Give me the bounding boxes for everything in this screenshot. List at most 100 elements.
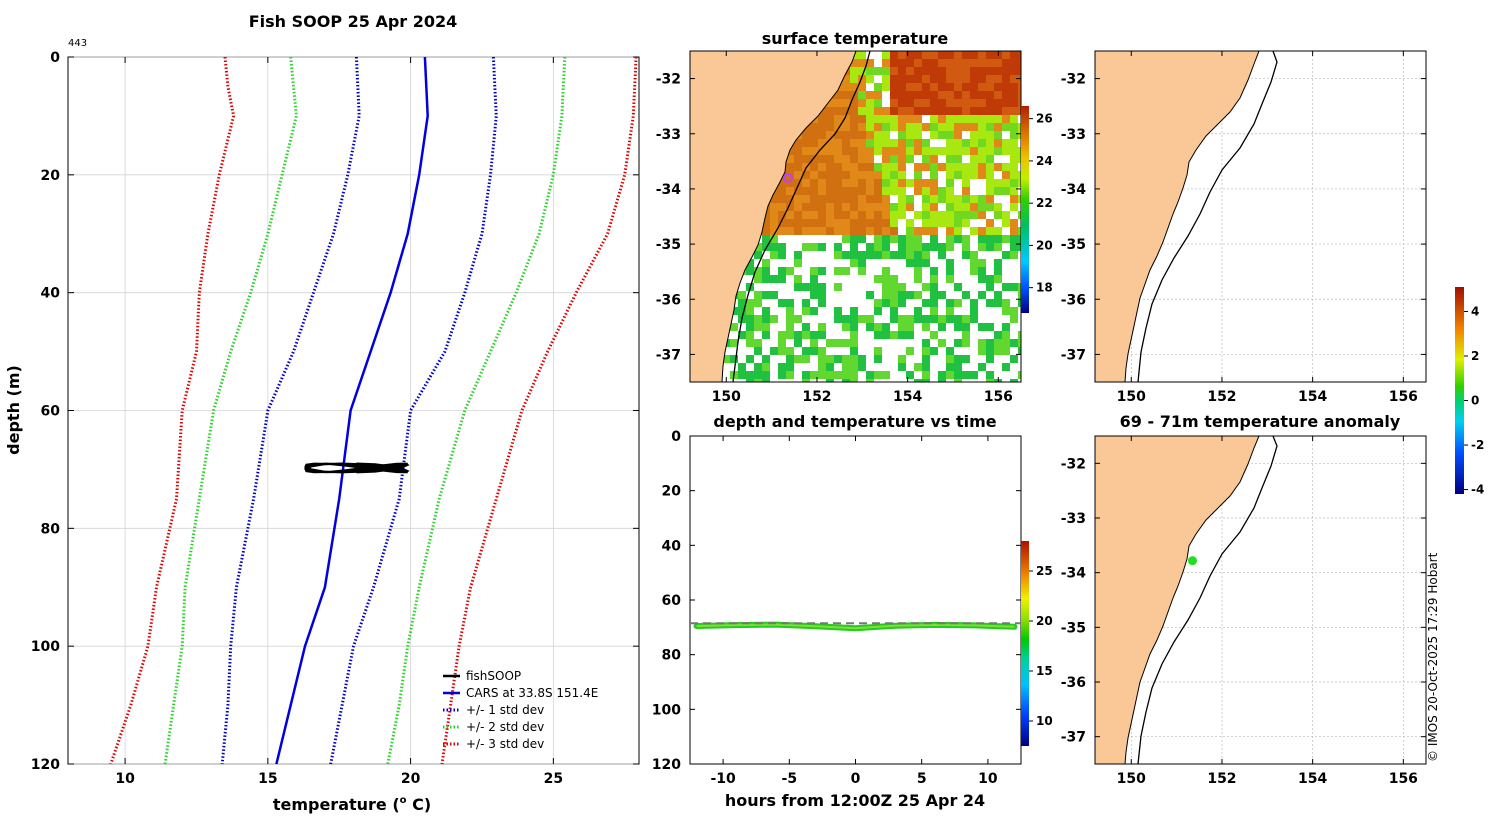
sst-pixel [938, 339, 946, 347]
sst-pixel [1018, 315, 1021, 323]
depth-time-colorbar-ticks: 10 15 20 25 [1029, 564, 1053, 728]
sst-pixel [874, 179, 882, 187]
sst-pixel [1010, 323, 1018, 331]
sst-pixel [874, 51, 882, 59]
sst-pixel [866, 163, 874, 171]
sst-pixel [802, 299, 810, 307]
sst-pixel [754, 259, 762, 267]
sst-pixel [1010, 147, 1018, 155]
map-ytick-label: -36 [1061, 675, 1086, 691]
sst-pixel [882, 139, 890, 147]
sst-pixel [970, 75, 978, 83]
sst-pixel [986, 315, 994, 323]
sst-pixel [850, 187, 858, 195]
sst-pixel [930, 99, 938, 107]
sst-pixel [850, 355, 858, 363]
depth-time-ytick-label: 0 [671, 429, 681, 445]
sst-pixel [890, 51, 898, 59]
sst-pixel [914, 339, 922, 347]
sst-pixel [810, 307, 818, 315]
sst-pixel [786, 235, 794, 243]
sst-pixel [770, 291, 778, 299]
sst-pixel [826, 203, 834, 211]
anomaly-colorbar-ramp [1455, 287, 1464, 494]
sst-pixel [914, 251, 922, 259]
sst-pixel [754, 339, 762, 347]
sst-pixel [930, 179, 938, 187]
depth-time-xtick-label: -10 [710, 771, 736, 787]
sst-pixel [762, 379, 770, 382]
sst-pixel [874, 187, 882, 195]
colorbar-tick-label: -4 [1471, 483, 1484, 497]
sst-pixel [946, 275, 954, 283]
sst-pixel [954, 163, 962, 171]
sst-pixel [882, 107, 890, 115]
sst-pixel [746, 267, 754, 275]
sst-pixel [954, 107, 962, 115]
map2-ticks: 150 152 154 156 -32 -33 -34 -35 -36 -37 [1061, 51, 1426, 405]
sst-pixel [970, 283, 978, 291]
sst-pixel [986, 363, 994, 371]
sst-pixel [730, 339, 738, 347]
sst-pixel [778, 363, 786, 371]
sst-pixel [954, 123, 962, 131]
sst-pixel [1010, 299, 1018, 307]
sst-pixel [978, 339, 986, 347]
sst-pixel [930, 59, 938, 67]
sst-pixel [922, 363, 930, 371]
sst-pixel [754, 275, 762, 283]
sst-pixel [970, 363, 978, 371]
sst-pixel [866, 299, 874, 307]
sst-pixel [962, 187, 970, 195]
sst-pixel [882, 283, 890, 291]
profile-ytick-label: 100 [31, 639, 60, 655]
sst-pixel [994, 155, 1002, 163]
sst-pixel [938, 291, 946, 299]
sst-pixel [978, 283, 986, 291]
legend-label: fishSOOP [466, 669, 521, 683]
sst-pixel [890, 203, 898, 211]
depth-time-ytick-label: 100 [652, 702, 681, 718]
sst-pixel [866, 251, 874, 259]
sst-pixel [866, 339, 874, 347]
profile-series-cars [275, 56, 429, 765]
sst-pixel [986, 267, 994, 275]
sst-pixel [986, 123, 994, 131]
sst-pixel [754, 307, 762, 315]
sst-pixel [778, 283, 786, 291]
sst-pixel [922, 67, 930, 75]
sst-pixel [882, 115, 890, 123]
sst-pixel [794, 275, 802, 283]
sst-pixel [874, 291, 882, 299]
map-ytick-label: -32 [1061, 72, 1086, 88]
surface-temperature-map: surface temperature 150 152 154 156 -32 -33 -3… [656, 29, 1053, 405]
sst-pixel [978, 267, 986, 275]
sst-pixel [946, 331, 954, 339]
sst-pixel [874, 251, 882, 259]
sst-pixel [922, 91, 930, 99]
sst-pixel [890, 139, 898, 147]
sst-pixel [986, 171, 994, 179]
sst-pixel [762, 371, 770, 379]
sst-pixel [898, 355, 906, 363]
sst-pixel [922, 123, 930, 131]
sst-pixel [802, 139, 810, 147]
anomaly-title: 69 - 71m temperature anomaly [1120, 412, 1401, 431]
sst-pixel [858, 211, 866, 219]
legend-label: +/- 1 std dev [466, 703, 544, 717]
sst-pixel [810, 251, 818, 259]
sst-pixel [786, 267, 794, 275]
anomaly-colorbar: -4 -2 0 2 4 [1455, 287, 1484, 497]
sst-pixel [994, 259, 1002, 267]
map-ytick-label: -37 [1061, 347, 1086, 363]
sst-pixel [866, 315, 874, 323]
sst-pixel [922, 379, 930, 382]
sst-pixel [970, 107, 978, 115]
sst-pixel [914, 59, 922, 67]
sst-pixel [938, 195, 946, 203]
sst-pixel [866, 139, 874, 147]
sst-pixel [922, 139, 930, 147]
sst-pixel [810, 283, 818, 291]
sst-pixel [738, 299, 746, 307]
sst-pixel [898, 259, 906, 267]
